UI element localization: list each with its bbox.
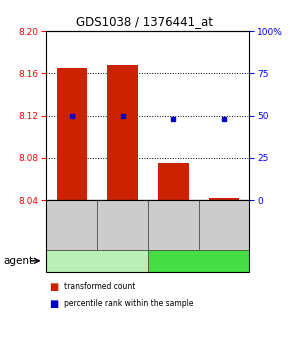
- Text: agent: agent: [3, 256, 33, 266]
- Text: GSM35337: GSM35337: [118, 202, 127, 248]
- Text: GSM35334: GSM35334: [169, 202, 178, 248]
- Text: inactive forskolin
analog: inactive forskolin analog: [64, 251, 130, 270]
- Text: GSM35336: GSM35336: [67, 202, 76, 248]
- Text: forskolin: forskolin: [182, 256, 215, 265]
- Text: GDS1038 / 1376441_at: GDS1038 / 1376441_at: [77, 16, 213, 29]
- Text: GSM35335: GSM35335: [220, 202, 229, 248]
- Bar: [209, 198, 239, 200]
- Text: transformed count: transformed count: [64, 282, 135, 291]
- Bar: [57, 68, 87, 200]
- Text: ■: ■: [49, 282, 59, 292]
- Bar: [107, 65, 138, 200]
- Text: ■: ■: [49, 299, 59, 309]
- Bar: [158, 163, 188, 200]
- Text: percentile rank within the sample: percentile rank within the sample: [64, 299, 193, 308]
